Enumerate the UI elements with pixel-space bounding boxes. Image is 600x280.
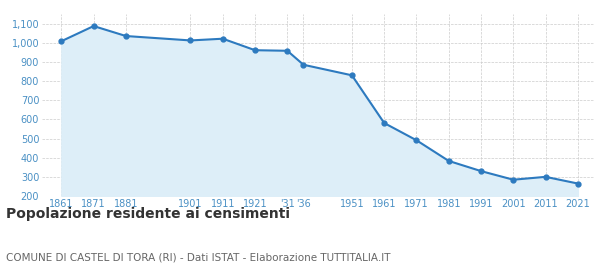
Text: Popolazione residente ai censimenti: Popolazione residente ai censimenti — [6, 207, 290, 221]
Text: COMUNE DI CASTEL DI TORA (RI) - Dati ISTAT - Elaborazione TUTTITALIA.IT: COMUNE DI CASTEL DI TORA (RI) - Dati IST… — [6, 252, 391, 262]
